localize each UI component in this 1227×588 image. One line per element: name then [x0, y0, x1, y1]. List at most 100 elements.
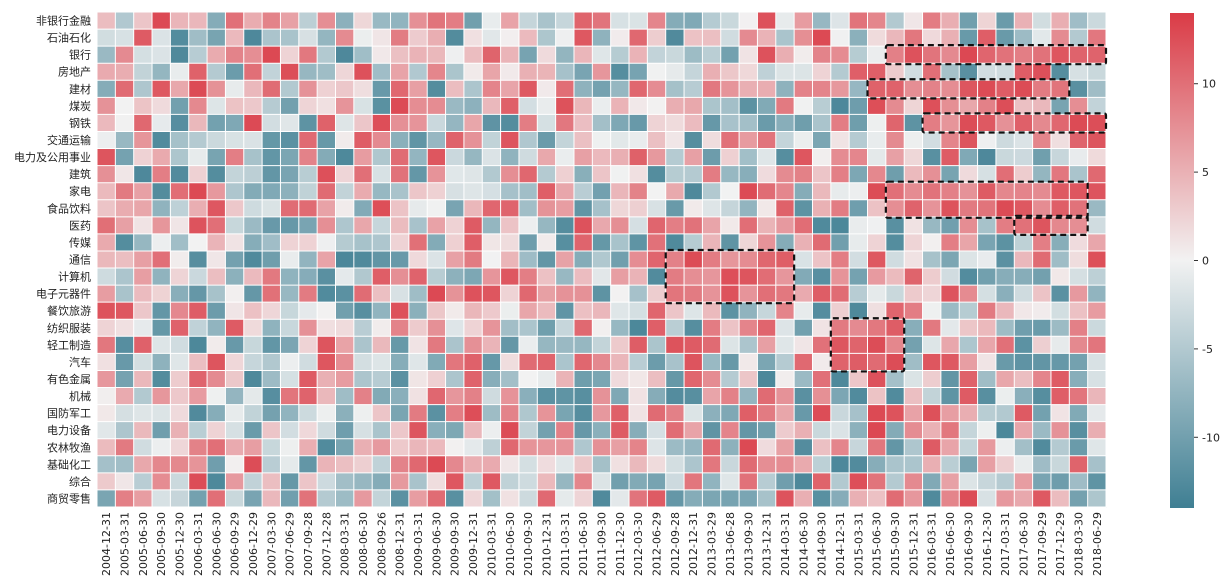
heatmap-cell [904, 353, 923, 371]
heatmap-cell [775, 63, 795, 81]
heatmap-cell [592, 319, 611, 337]
y-tick-label: 建筑 [69, 167, 91, 181]
heatmap-cell [867, 387, 887, 405]
heatmap-cell [665, 63, 685, 81]
heatmap-cell [940, 165, 960, 183]
heatmap-cell [445, 336, 465, 354]
heatmap-cell [97, 97, 116, 115]
heatmap-cell [885, 216, 905, 235]
heatmap-cell [133, 387, 153, 405]
heatmap-cell [225, 131, 245, 149]
heatmap-cell [940, 131, 960, 149]
x-tick-label: 2009-06-30 [430, 512, 443, 576]
heatmap-cell [243, 29, 263, 47]
heatmap-cell [610, 370, 630, 388]
heatmap-cell [812, 438, 832, 457]
y-tick-label: 国防军工 [47, 406, 91, 420]
heatmap-cell [97, 131, 116, 149]
heatmap-cell [408, 438, 428, 457]
heatmap-cell [408, 63, 428, 81]
x-tick-label: 2005-06-30 [137, 512, 150, 576]
heatmap-cell [482, 421, 501, 440]
heatmap-cell [1069, 12, 1088, 30]
heatmap-cell [849, 63, 868, 81]
heatmap-cell [518, 12, 538, 30]
heatmap-cell [794, 165, 813, 183]
heatmap-cell [280, 336, 300, 354]
x-tick-label: 2011-09-30 [596, 512, 609, 576]
heatmap-cell [977, 319, 997, 337]
heatmap-cell [922, 319, 942, 337]
heatmap-cell [702, 489, 722, 508]
heatmap-cell [647, 114, 667, 132]
heatmap-cell [390, 131, 410, 149]
heatmap-cell [463, 455, 483, 474]
heatmap-cell [188, 387, 208, 405]
heatmap-cell [445, 216, 465, 235]
heatmap-cell [977, 199, 997, 218]
heatmap-cell [629, 353, 648, 371]
x-tick-label: 2008-06-30 [357, 512, 370, 576]
heatmap-cell [445, 199, 465, 218]
heatmap-cell [115, 421, 134, 440]
heatmap-cell [1087, 285, 1107, 303]
heatmap-cell [904, 319, 923, 337]
heatmap-cell [629, 114, 648, 132]
heatmap-cell [372, 268, 391, 286]
heatmap-cell [170, 302, 190, 320]
heatmap-cell [1014, 455, 1033, 474]
heatmap-cell [298, 46, 318, 64]
heatmap-cell [959, 404, 978, 422]
heatmap-cell [445, 148, 465, 166]
heatmap-cell [335, 455, 355, 474]
heatmap-cell [500, 233, 520, 252]
heatmap-cell [702, 182, 722, 201]
heatmap-cell [170, 472, 190, 491]
heatmap-cell [702, 336, 722, 354]
heatmap-cell [702, 233, 722, 252]
heatmap-cell [1069, 268, 1088, 286]
heatmap-cell [170, 97, 190, 115]
x-tick-label: 2010-03-31 [485, 512, 498, 576]
heatmap-cell [188, 455, 208, 474]
heatmap-cell [610, 12, 630, 30]
heatmap-cell [152, 319, 171, 337]
heatmap-cell [372, 489, 391, 508]
heatmap-cell [555, 97, 575, 115]
heatmap-cell [445, 46, 465, 64]
heatmap-cell [922, 46, 942, 64]
heatmap-cell [243, 80, 263, 98]
heatmap-cell [225, 285, 245, 303]
heatmap-cell [959, 250, 978, 269]
heatmap-cell [959, 421, 978, 440]
heatmap-cell [959, 63, 978, 81]
heatmap-cell [518, 148, 538, 166]
heatmap-cell [390, 438, 410, 457]
x-tick-label: 2014-06-30 [797, 512, 810, 576]
heatmap-cell [353, 336, 373, 354]
heatmap-cell [390, 148, 410, 166]
heatmap-cell [1087, 199, 1107, 218]
heatmap-cell [298, 472, 318, 491]
heatmap-cell [353, 29, 373, 47]
heatmap-cell [647, 80, 667, 98]
heatmap-cell [133, 370, 153, 388]
heatmap-cell [188, 80, 208, 98]
heatmap-cell [702, 472, 722, 491]
heatmap-cell [115, 114, 134, 132]
heatmap-cell [922, 285, 942, 303]
heatmap-cell [904, 80, 923, 98]
heatmap-cell [1050, 370, 1070, 388]
heatmap-cell [482, 29, 501, 47]
heatmap-cell [757, 63, 777, 81]
heatmap-cell [445, 12, 465, 30]
heatmap-cell [225, 114, 245, 132]
heatmap-cell [904, 46, 923, 64]
heatmap-cell [445, 489, 465, 508]
heatmap-cell [610, 353, 630, 371]
heatmap-cell [445, 319, 465, 337]
heatmap-cell [794, 233, 813, 252]
heatmap-cell [133, 12, 153, 30]
x-tick-label: 2010-09-30 [522, 512, 535, 576]
heatmap-cell [775, 489, 795, 508]
